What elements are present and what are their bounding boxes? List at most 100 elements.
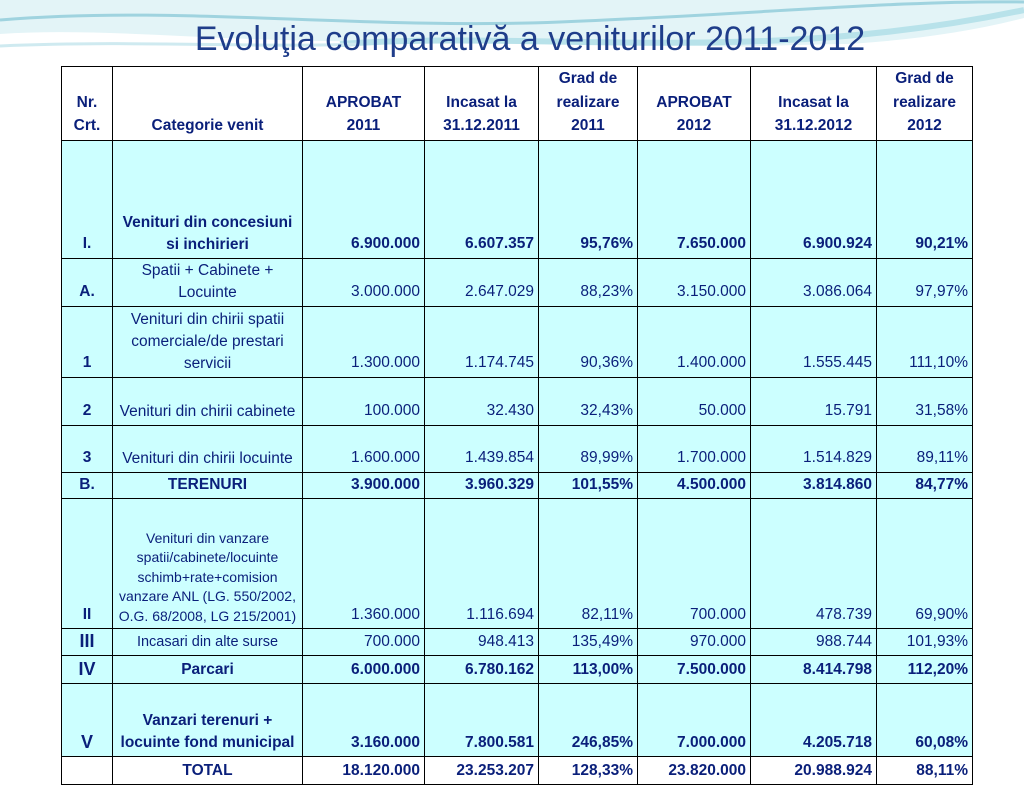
header-aprobat-2011: APROBAT 2011 (302, 66, 425, 141)
slide-title-text: Evoluţia comparativă a veniturilor 2011-… (194, 20, 866, 58)
cell-aprobat-2012: 1.700.000 (637, 424, 751, 473)
cell-grad-2012: 111,10% (876, 305, 973, 378)
cell-aprobat-2012: 7.650.000 (637, 139, 751, 259)
cell-aprobat-2011: 3.900.000 (302, 471, 425, 499)
cell-incasat-2011: 7.800.581 (424, 683, 539, 757)
cell-aprobat-2011: 100.000 (302, 376, 425, 426)
cell-incasat-2012: 1.514.829 (750, 424, 877, 473)
cell-grad-2011: 32,43% (538, 376, 638, 426)
slide-title: Evoluţia comparativă a veniturilor 2011-… (0, 20, 1024, 59)
cell-aprobat-2011: 6.000.000 (302, 655, 425, 684)
cell-incasat-2011: 6.607.357 (424, 139, 539, 259)
cell-nr: II (61, 498, 113, 629)
cell-grad-2012: 84,77% (876, 471, 973, 499)
table-row: II Venituri din vanzare spatii/cabinete/… (61, 498, 973, 629)
cell-aprobat-2011: 1.360.000 (302, 498, 425, 629)
cell-nr: 3 (61, 424, 113, 473)
cell-incasat-2012: 6.900.924 (750, 139, 877, 259)
cell-nr: B. (61, 471, 113, 499)
cell-aprobat-2011: 18.120.000 (302, 756, 425, 785)
cell-aprobat-2011: 3.000.000 (302, 257, 425, 307)
cell-aprobat-2012: 50.000 (637, 376, 751, 426)
cell-nr: 2 (61, 376, 113, 426)
cell-aprobat-2011: 1.600.000 (302, 424, 425, 473)
cell-categorie: TERENURI (112, 471, 303, 499)
table-row: V Vanzari terenuri + locuinte fond munic… (61, 683, 973, 757)
cell-nr: III (61, 628, 113, 656)
cell-aprobat-2012: 4.500.000 (637, 471, 751, 499)
cell-categorie: Venituri din vanzare spatii/cabinete/loc… (112, 498, 303, 629)
header-grad-realizare-2012: Grad de realizare 2012 (876, 66, 973, 141)
cell-categorie: Venituri din chirii spatii comerciale/de… (112, 305, 303, 378)
table-row: 2 Venituri din chirii cabinete 100.000 3… (61, 376, 973, 426)
cell-nr: I. (61, 139, 113, 259)
cell-grad-2011: 89,99% (538, 424, 638, 473)
cell-grad-2011: 88,23% (538, 257, 638, 307)
cell-incasat-2011: 948.413 (424, 628, 539, 656)
cell-grad-2011: 101,55% (538, 471, 638, 499)
cell-aprobat-2012: 3.150.000 (637, 257, 751, 307)
cell-grad-2011: 90,36% (538, 305, 638, 378)
table-header-row: Nr. Crt. Categorie venit APROBAT 2011 Inca… (61, 66, 973, 141)
cell-incasat-2011: 6.780.162 (424, 655, 539, 684)
table-row: B. TERENURI 3.900.000 3.960.329 101,55% … (61, 471, 973, 499)
cell-incasat-2011: 3.960.329 (424, 471, 539, 499)
table-row: 1 Venituri din chirii spatii comerciale/… (61, 305, 973, 378)
cell-grad-2012: 31,58% (876, 376, 973, 426)
cell-categorie: Incasari din alte surse (112, 628, 303, 656)
cell-grad-2011: 95,76% (538, 139, 638, 259)
header-nr-crt: Nr. Crt. (61, 66, 113, 141)
table-row: 3 Venituri din chirii locuinte 1.600.000… (61, 424, 973, 473)
header-incasat-2011: Incasat la 31.12.2011 (424, 66, 539, 141)
cell-categorie: Vanzari terenuri + locuinte fond municip… (112, 683, 303, 757)
cell-incasat-2012: 20.988.924 (750, 756, 877, 785)
cell-grad-2011: 246,85% (538, 683, 638, 757)
cell-grad-2011: 113,00% (538, 655, 638, 684)
header-categorie-venit: Categorie venit (112, 66, 303, 141)
table-row: IV Parcari 6.000.000 6.780.162 113,00% 7… (61, 655, 973, 684)
header-incasat-2012: Incasat la 31.12.2012 (750, 66, 877, 141)
cell-aprobat-2012: 700.000 (637, 498, 751, 629)
cell-aprobat-2011: 6.900.000 (302, 139, 425, 259)
table-row: I. Venituri din concesiuni si inchirieri… (61, 139, 973, 259)
cell-incasat-2011: 1.116.694 (424, 498, 539, 629)
cell-categorie: Spatii + Cabinete + Locuinte (112, 257, 303, 307)
cell-total-label: TOTAL (112, 756, 303, 785)
cell-grad-2011: 82,11% (538, 498, 638, 629)
cell-nr: A. (61, 257, 113, 307)
cell-grad-2012: 90,21% (876, 139, 973, 259)
cell-grad-2012: 89,11% (876, 424, 973, 473)
cell-incasat-2011: 32.430 (424, 376, 539, 426)
cell-grad-2012: 60,08% (876, 683, 973, 757)
cell-categorie: Venituri din concesiuni si inchirieri (112, 139, 303, 259)
cell-grad-2012: 69,90% (876, 498, 973, 629)
cell-incasat-2011: 1.174.745 (424, 305, 539, 378)
cell-incasat-2012: 3.086.064 (750, 257, 877, 307)
cell-aprobat-2012: 7.500.000 (637, 655, 751, 684)
cell-aprobat-2011: 1.300.000 (302, 305, 425, 378)
cell-incasat-2012: 8.414.798 (750, 655, 877, 684)
cell-categorie: Venituri din chirii cabinete (112, 376, 303, 426)
header-aprobat-2012: APROBAT 2012 (637, 66, 751, 141)
cell-grad-2012: 97,97% (876, 257, 973, 307)
cell-aprobat-2012: 7.000.000 (637, 683, 751, 757)
cell-aprobat-2012: 1.400.000 (637, 305, 751, 378)
cell-incasat-2012: 15.791 (750, 376, 877, 426)
cell-grad-2012: 112,20% (876, 655, 973, 684)
cell-grad-2012: 101,93% (876, 628, 973, 656)
cell-grad-2011: 135,49% (538, 628, 638, 656)
cell-aprobat-2012: 970.000 (637, 628, 751, 656)
cell-aprobat-2012: 23.820.000 (637, 756, 751, 785)
cell-incasat-2012: 988.744 (750, 628, 877, 656)
header-grad-realizare-2011: Grad de realizare 2011 (538, 66, 638, 141)
cell-categorie: Parcari (112, 655, 303, 684)
cell-aprobat-2011: 3.160.000 (302, 683, 425, 757)
cell-incasat-2011: 1.439.854 (424, 424, 539, 473)
table-row: III Incasari din alte surse 700.000 948.… (61, 628, 973, 656)
cell-incasat-2011: 2.647.029 (424, 257, 539, 307)
cell-incasat-2012: 3.814.860 (750, 471, 877, 499)
table-row: A. Spatii + Cabinete + Locuinte 3.000.00… (61, 257, 973, 307)
cell-nr (61, 756, 113, 785)
cell-nr: V (61, 683, 113, 757)
cell-grad-2012: 88,11% (876, 756, 973, 785)
